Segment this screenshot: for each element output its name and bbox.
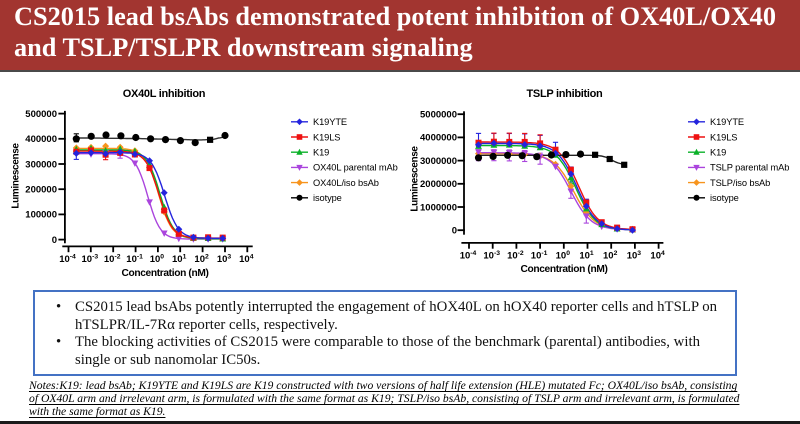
svg-text:Luminescense: Luminescense [410,146,421,212]
svg-text:500000: 500000 [25,109,57,120]
svg-text:K19: K19 [313,148,329,158]
svg-text:isotype: isotype [313,193,342,203]
svg-text:10-3: 10-3 [81,254,98,266]
svg-text:Luminescense: Luminescense [11,143,22,209]
svg-text:K19LS: K19LS [710,132,737,142]
svg-text:10-1: 10-1 [126,254,143,266]
svg-text:200000: 200000 [25,185,57,196]
svg-text:0: 0 [452,226,457,237]
svg-text:10-2: 10-2 [507,250,524,262]
svg-text:OX40L inhibition: OX40L inhibition [123,88,206,100]
svg-text:isotype: isotype [710,193,739,203]
svg-text:OX40L/iso bsAb: OX40L/iso bsAb [313,178,379,188]
svg-text:5000000: 5000000 [420,110,457,121]
svg-text:K19LS: K19LS [313,132,340,142]
svg-text:K19YTE: K19YTE [710,117,744,127]
svg-text:Concentration (nM): Concentration (nM) [121,268,208,279]
svg-text:100000: 100000 [25,210,57,221]
svg-text:300000: 300000 [25,159,57,170]
svg-text:102: 102 [603,250,618,262]
svg-text:103: 103 [627,250,642,262]
svg-text:K19YTE: K19YTE [313,117,347,127]
svg-text:3000000: 3000000 [420,156,457,167]
svg-text:10-4: 10-4 [59,254,76,266]
svg-text:100: 100 [556,250,571,262]
svg-text:Concentration (nM): Concentration (nM) [520,264,607,275]
svg-text:OX40L parental mAb: OX40L parental mAb [313,163,398,173]
svg-text:100: 100 [150,254,165,266]
svg-text:102: 102 [194,254,209,266]
svg-text:400000: 400000 [25,134,57,145]
svg-text:1000000: 1000000 [420,202,457,213]
svg-text:K19: K19 [710,148,726,158]
svg-text:101: 101 [172,254,187,266]
svg-text:103: 103 [217,254,232,266]
svg-text:TSLP/iso bsAb: TSLP/iso bsAb [710,178,770,188]
svg-text:2000000: 2000000 [420,179,457,190]
svg-text:0: 0 [52,235,57,246]
svg-text:101: 101 [579,250,594,262]
svg-text:104: 104 [239,254,254,266]
svg-text:10-2: 10-2 [104,254,121,266]
svg-text:10-1: 10-1 [531,250,548,262]
svg-text:TSLP parental mAb: TSLP parental mAb [710,163,789,173]
svg-text:10-3: 10-3 [483,250,500,262]
svg-text:TSLP inhibition: TSLP inhibition [527,88,604,100]
svg-text:4000000: 4000000 [420,133,457,144]
svg-text:104: 104 [650,250,665,262]
svg-text:10-4: 10-4 [460,250,477,262]
